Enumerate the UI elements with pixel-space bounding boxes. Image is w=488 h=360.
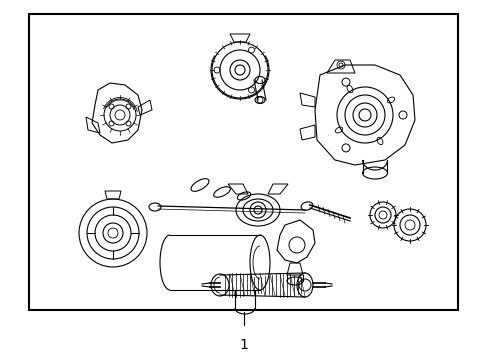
- Text: 1: 1: [239, 338, 248, 352]
- Bar: [29, 14, 457, 310]
